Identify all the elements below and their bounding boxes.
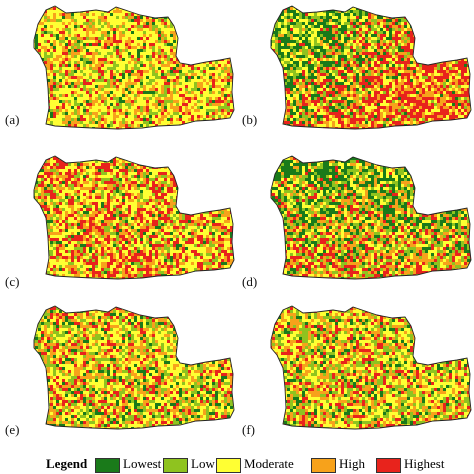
panel-label-e: (e) (5, 422, 20, 437)
map-panel-f: (f) (242, 300, 473, 448)
map-panel-a: (a) (5, 0, 236, 148)
map-f (270, 305, 472, 430)
study-area-boundary (270, 155, 472, 280)
legend: Legend Lowest Low Moderate High Highest (0, 455, 474, 474)
suitability-raster (271, 156, 471, 279)
legend-swatch-lowest (95, 458, 120, 473)
map-panel-c: (c) (5, 150, 236, 298)
legend-label-low: Low (191, 456, 215, 471)
map-a (33, 5, 235, 130)
map-panel-d: (d) (242, 150, 473, 298)
suitability-raster (34, 156, 234, 279)
map-b (270, 5, 472, 130)
study-area-boundary (270, 305, 472, 430)
map-c (33, 155, 235, 280)
suitability-raster (34, 6, 234, 129)
legend-label-moderate: Moderate (244, 456, 294, 471)
panel-label-d: (d) (242, 274, 258, 289)
suitability-raster (271, 6, 471, 129)
legend-swatch-high (311, 458, 336, 473)
study-area-boundary (33, 305, 235, 430)
legend-label-lowest: Lowest (123, 456, 162, 471)
map-panel-e: (e) (5, 300, 236, 448)
map-e (33, 305, 235, 430)
suitability-raster (271, 306, 471, 429)
panel-label-a: (a) (5, 112, 20, 127)
map-panel-b: (b) (242, 0, 473, 148)
panel-label-f: (f) (242, 422, 255, 437)
study-area-boundary (33, 155, 235, 280)
legend-swatch-highest (376, 458, 401, 473)
panel-label-b: (b) (242, 112, 258, 127)
legend-swatch-moderate (216, 458, 241, 473)
legend-title: Legend (46, 456, 88, 471)
study-area-boundary (270, 5, 472, 130)
suitability-raster (34, 306, 234, 429)
legend-swatch-low (163, 458, 188, 473)
study-area-boundary (33, 5, 235, 130)
legend-label-highest: Highest (404, 456, 445, 471)
legend-label-high: High (339, 456, 365, 471)
panel-label-c: (c) (5, 274, 20, 289)
map-d (270, 155, 472, 280)
